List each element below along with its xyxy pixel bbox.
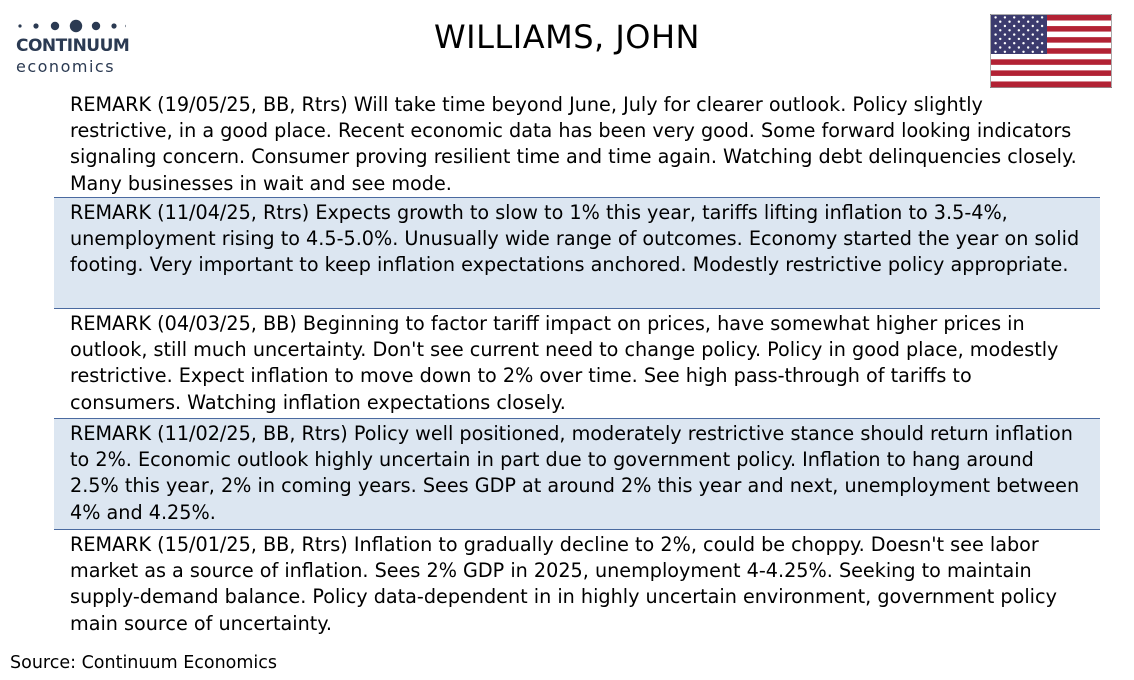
remarks-list: REMARK (19/05/25, BB, Rtrs) Will take ti… [54,90,1100,640]
continuum-logo: CONTINUUM economics [14,14,132,76]
page-title: WILLIAMS, JOHN [434,18,700,56]
logo-subtitle: economics [16,57,116,76]
remark-item: REMARK (04/03/25, BB) Beginning to facto… [54,309,1100,419]
remark-item: REMARK (11/04/25, Rtrs) Expects growth t… [54,198,1100,309]
us-flag-icon [990,14,1112,88]
source-note: Source: Continuum Economics [10,653,278,673]
remark-item: REMARK (11/02/25, BB, Rtrs) Policy well … [54,419,1100,530]
logo-dots-icon [18,19,126,33]
logo-wordmark: CONTINUUM [16,36,130,56]
remark-item: REMARK (19/05/25, BB, Rtrs) Will take ti… [54,90,1100,198]
remark-item: REMARK (15/01/25, BB, Rtrs) Inflation to… [70,533,1057,635]
